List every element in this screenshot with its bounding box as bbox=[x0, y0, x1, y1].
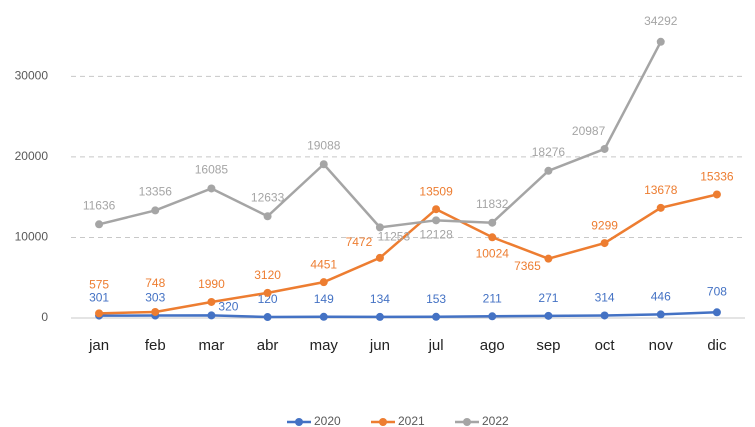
data-label: 12633 bbox=[251, 190, 285, 204]
point bbox=[263, 212, 272, 221]
x-tick-label: abr bbox=[257, 337, 279, 354]
point bbox=[432, 216, 441, 225]
data-label: 13356 bbox=[139, 185, 173, 199]
data-label: 575 bbox=[89, 278, 109, 292]
data-label: 314 bbox=[595, 291, 615, 305]
point bbox=[600, 144, 609, 153]
legend-label: 2021 bbox=[398, 414, 425, 427]
x-tick-label: sep bbox=[536, 337, 560, 354]
point bbox=[712, 190, 721, 199]
data-label: 11253 bbox=[378, 230, 411, 244]
data-label: 134 bbox=[370, 292, 390, 306]
legend-marker bbox=[295, 418, 303, 426]
point bbox=[95, 309, 104, 318]
point bbox=[432, 205, 441, 214]
legend-marker bbox=[379, 418, 387, 426]
data-label: 20987 bbox=[572, 124, 606, 138]
point bbox=[656, 37, 665, 46]
data-label: 11832 bbox=[476, 197, 509, 211]
y-tick-label: 30000 bbox=[15, 69, 49, 83]
point bbox=[207, 184, 216, 193]
point bbox=[151, 307, 160, 316]
point bbox=[319, 278, 328, 287]
data-label: 153 bbox=[426, 292, 446, 306]
point bbox=[207, 311, 216, 320]
data-label: 120 bbox=[258, 292, 278, 306]
x-tick-label: mar bbox=[198, 337, 224, 354]
point bbox=[375, 223, 384, 232]
data-label: 19088 bbox=[307, 138, 341, 152]
point bbox=[656, 203, 665, 212]
point bbox=[263, 313, 272, 322]
point bbox=[712, 308, 721, 317]
point bbox=[207, 297, 216, 306]
y-tick-label: 10000 bbox=[15, 230, 49, 244]
data-label: 3120 bbox=[254, 268, 281, 282]
point bbox=[263, 288, 272, 297]
data-label: 748 bbox=[145, 276, 165, 290]
data-label: 1990 bbox=[198, 277, 225, 291]
x-tick-label: oct bbox=[595, 337, 616, 354]
legend-label: 2022 bbox=[482, 414, 509, 427]
point bbox=[432, 312, 441, 321]
data-label: 16085 bbox=[195, 163, 229, 177]
point bbox=[656, 310, 665, 319]
point bbox=[488, 218, 497, 227]
x-tick-label: nov bbox=[649, 337, 674, 354]
x-tick-label: jul bbox=[428, 337, 444, 354]
legend-marker bbox=[463, 418, 471, 426]
y-tick-label: 20000 bbox=[15, 149, 49, 163]
point bbox=[488, 312, 497, 321]
data-label: 13509 bbox=[419, 184, 453, 198]
data-label: 149 bbox=[314, 292, 334, 306]
series-line bbox=[99, 311, 717, 319]
point bbox=[95, 220, 104, 229]
point bbox=[544, 166, 553, 175]
x-tick-label: ago bbox=[480, 337, 505, 354]
data-label: 34292 bbox=[644, 14, 678, 28]
data-label: 15336 bbox=[700, 170, 734, 184]
data-label: 303 bbox=[145, 291, 165, 305]
x-tick-label: dic bbox=[707, 337, 727, 354]
data-label: 9299 bbox=[591, 218, 618, 232]
legend-label: 2020 bbox=[314, 414, 341, 427]
data-label: 13678 bbox=[644, 183, 678, 197]
point bbox=[151, 206, 160, 215]
point bbox=[600, 311, 609, 320]
data-label: 446 bbox=[651, 290, 671, 304]
series-line bbox=[99, 193, 718, 315]
point bbox=[375, 253, 384, 262]
data-label: 10024 bbox=[476, 246, 510, 260]
y-tick-label: 0 bbox=[41, 310, 48, 324]
data-label: 4451 bbox=[310, 257, 337, 271]
data-label: 7365 bbox=[514, 259, 541, 273]
data-label: 301 bbox=[89, 291, 109, 305]
data-label: 211 bbox=[483, 291, 502, 305]
x-tick-label: feb bbox=[145, 337, 166, 354]
point bbox=[544, 254, 553, 263]
data-label: 708 bbox=[707, 284, 727, 298]
point bbox=[488, 233, 497, 242]
point bbox=[600, 239, 609, 248]
data-label: 18276 bbox=[532, 145, 566, 159]
point bbox=[319, 160, 328, 169]
x-tick-label: jun bbox=[369, 337, 390, 354]
data-label: 271 bbox=[538, 291, 558, 305]
x-tick-label: jan bbox=[88, 337, 109, 354]
data-label: 320 bbox=[218, 300, 238, 314]
point bbox=[319, 312, 328, 321]
point bbox=[544, 311, 553, 320]
data-label: 7472 bbox=[346, 235, 373, 249]
x-tick-label: may bbox=[310, 337, 339, 354]
data-label: 12128 bbox=[419, 227, 453, 241]
point bbox=[375, 312, 384, 321]
data-label: 11636 bbox=[83, 198, 116, 212]
